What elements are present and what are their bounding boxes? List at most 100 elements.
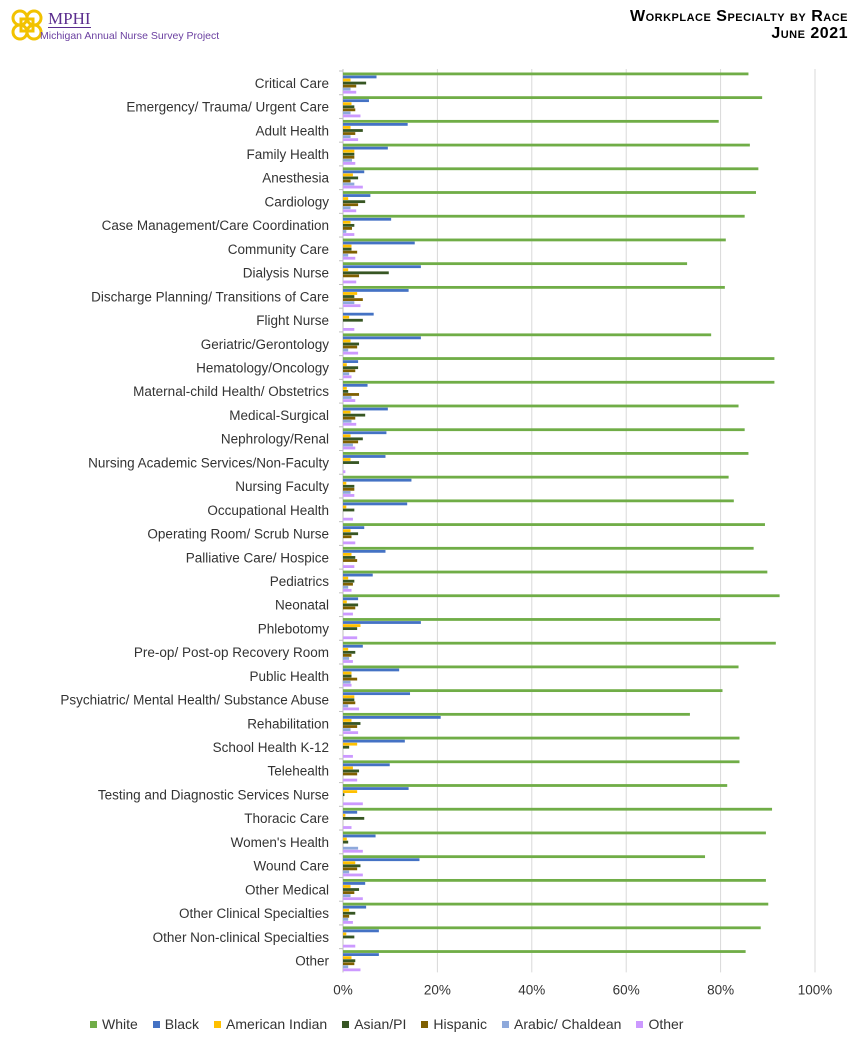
bar-white <box>343 736 740 740</box>
bar-black <box>343 360 359 363</box>
bar-asian-pi <box>343 793 345 797</box>
bar-asian-pi <box>343 532 359 536</box>
bar-white <box>343 689 723 693</box>
legend-item: Hispanic <box>421 1016 487 1032</box>
bar-american-indian <box>343 315 350 319</box>
category-label: Nephrology/Renal <box>221 432 329 447</box>
bar-asian-pi <box>343 390 349 393</box>
bar-american-indian <box>343 339 351 343</box>
bar-american-indian <box>343 813 346 817</box>
bar-black <box>343 763 390 767</box>
bar-white <box>343 926 761 930</box>
bar-black <box>343 289 409 292</box>
bar-asian-pi <box>343 223 355 227</box>
bar-black <box>343 882 366 885</box>
bar-other <box>343 470 346 474</box>
bar-arabic-chaldean <box>343 87 351 91</box>
bar-other <box>343 375 352 379</box>
bar-other <box>343 636 358 640</box>
bar-white <box>343 285 725 289</box>
category-label: Emergency/ Trauma/ Urgent Care <box>126 100 329 115</box>
bar-black <box>343 621 421 624</box>
bar-black <box>343 787 409 790</box>
bar-white <box>343 546 754 550</box>
bar-american-indian <box>343 600 347 604</box>
bar-other <box>343 565 355 568</box>
chart-subtitle: June 2021 <box>771 25 848 42</box>
legend-swatch <box>152 1020 160 1028</box>
bar-asian-pi <box>343 674 352 678</box>
bar-hispanic <box>343 179 351 183</box>
legend-label: American Indian <box>226 1016 328 1032</box>
bar-white <box>343 594 780 598</box>
bar-hispanic <box>343 227 352 230</box>
category-label: Phlebotomy <box>258 621 330 636</box>
category-label: Nursing Academic Services/Non-Faculty <box>88 455 329 470</box>
chart-legend: White Black American Indian Asian/PI Hispani… <box>90 1016 683 1032</box>
bar-white <box>343 950 746 953</box>
bar-chart: 0% 20% 40% 60% 80% 100% Critical Care Emergency… <box>60 69 832 997</box>
bar-black <box>343 929 379 933</box>
bar-hispanic <box>343 298 363 301</box>
category-label: Wound Care <box>253 859 329 874</box>
bar-asian-pi <box>343 247 352 251</box>
bar-black <box>343 858 420 862</box>
bar-arabic-chaldean <box>343 965 349 969</box>
bar-hispanic <box>343 535 352 539</box>
bar-asian-pi <box>343 129 363 132</box>
bar-black <box>343 241 415 245</box>
bar-other <box>343 422 357 426</box>
bar-hispanic <box>343 369 356 373</box>
bar-black <box>343 431 387 435</box>
bar-asian-pi <box>343 816 365 820</box>
legend-label: Hispanic <box>433 1016 488 1032</box>
category-label: Telehealth <box>267 764 329 779</box>
bar-american-indian <box>343 434 351 438</box>
legend-swatch <box>342 1020 350 1028</box>
bar-arabic-chaldean <box>343 419 352 423</box>
bar-black <box>343 526 365 530</box>
bar-other <box>343 90 357 94</box>
bar-other <box>343 778 358 782</box>
bar-white <box>343 143 750 147</box>
legend-item: American Indian <box>214 1016 327 1032</box>
bar-asian-pi <box>343 484 355 488</box>
bar-white <box>343 238 726 242</box>
bar-american-indian <box>343 647 349 651</box>
bar-arabic-chaldean <box>343 490 351 494</box>
bar-black <box>343 336 421 340</box>
bar-white <box>343 191 756 194</box>
category-label: Nursing Faculty <box>235 479 329 494</box>
bar-black <box>343 170 365 174</box>
bar-arabic-chaldean <box>343 182 355 186</box>
bar-asian-pi <box>343 508 355 512</box>
category-label: Case Management/Care Coordination <box>102 218 329 233</box>
bar-arabic-chaldean <box>343 135 351 138</box>
bar-hispanic <box>343 725 358 728</box>
bar-white <box>343 214 745 218</box>
bar-arabic-chaldean <box>343 894 351 898</box>
category-label: Dialysis Nurse <box>243 266 329 281</box>
x-tick-label: 40% <box>518 982 545 997</box>
bar-hispanic <box>343 155 355 159</box>
category-label: School Health K-12 <box>213 740 329 755</box>
bar-hispanic <box>343 250 358 254</box>
bar-other <box>343 185 363 189</box>
bar-white <box>343 855 706 859</box>
bar-white <box>343 784 728 787</box>
bar-american-indian <box>343 837 347 841</box>
bar-hispanic <box>343 393 360 396</box>
bar-asian-pi <box>343 864 361 868</box>
bar-asian-pi <box>343 627 358 631</box>
bar-white <box>343 404 739 408</box>
bar-hispanic <box>343 891 355 894</box>
bar-asian-pi <box>343 200 366 204</box>
bar-black <box>343 383 368 387</box>
bar-american-indian <box>343 505 347 509</box>
bar-asian-pi <box>343 81 367 85</box>
bar-american-indian <box>343 529 351 533</box>
bar-asian-pi <box>343 911 356 915</box>
bar-asian-pi <box>343 698 355 702</box>
bar-arabic-chaldean <box>343 301 355 305</box>
category-label: Operating Room/ Scrub Nurse <box>147 527 329 542</box>
